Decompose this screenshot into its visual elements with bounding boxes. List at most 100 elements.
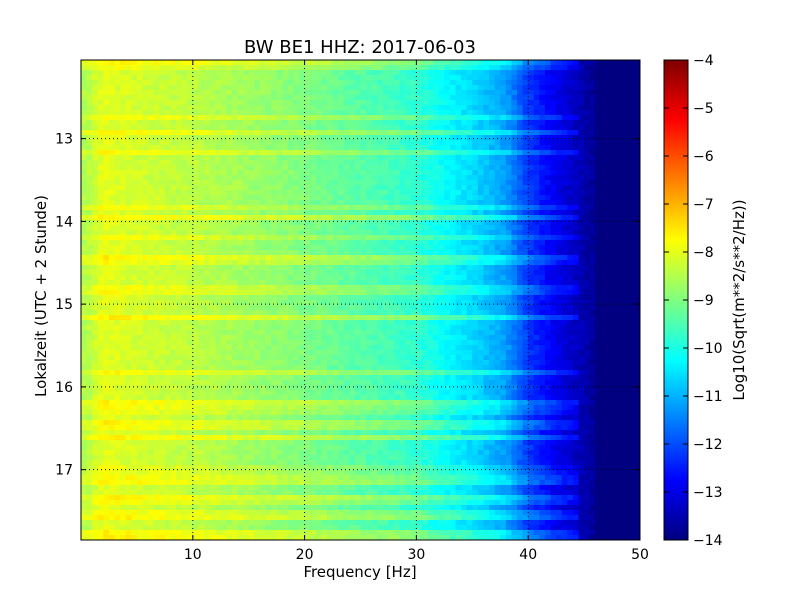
heatmap-cell xyxy=(634,130,640,136)
heatmap-cell xyxy=(254,290,261,296)
heatmap-cell xyxy=(265,215,272,221)
heatmap-cell xyxy=(231,100,239,106)
heatmap-cell xyxy=(181,105,188,111)
heatmap-cell xyxy=(489,275,496,281)
heatmap-cell xyxy=(170,65,177,71)
heatmap-cell xyxy=(444,200,451,206)
heatmap-cell xyxy=(237,80,244,86)
heatmap-cell xyxy=(388,110,395,116)
heatmap-cell xyxy=(153,170,160,176)
heatmap-cell xyxy=(371,300,378,306)
heatmap-cell xyxy=(153,250,160,256)
heatmap-cell xyxy=(220,260,227,266)
heatmap-cell xyxy=(326,145,334,151)
heatmap-cell xyxy=(81,270,88,276)
heatmap-cell xyxy=(198,305,205,311)
heatmap-cell xyxy=(315,225,322,231)
heatmap-cell xyxy=(489,205,496,211)
heatmap-cell xyxy=(304,300,311,306)
heatmap-cell xyxy=(276,225,283,231)
heatmap-cell xyxy=(366,140,373,146)
heatmap-cell xyxy=(148,170,155,176)
heatmap-cell xyxy=(500,165,507,171)
heatmap-cell xyxy=(92,220,99,226)
heatmap-cell xyxy=(181,100,188,106)
heatmap-cell xyxy=(293,295,300,301)
heatmap-cell xyxy=(494,285,501,291)
heatmap-cell xyxy=(388,195,395,201)
heatmap-cell xyxy=(505,305,513,311)
heatmap-cell xyxy=(472,200,479,206)
heatmap-cell xyxy=(410,260,417,266)
heatmap-cell xyxy=(371,185,378,191)
heatmap-cell xyxy=(343,305,350,311)
heatmap-cell xyxy=(338,85,345,91)
heatmap-cell xyxy=(164,110,172,116)
heatmap-cell xyxy=(539,185,546,191)
heatmap-cell xyxy=(220,215,227,221)
heatmap-cell xyxy=(505,280,513,286)
heatmap-cell xyxy=(489,170,496,176)
heatmap-cell xyxy=(405,80,412,86)
heatmap-cell xyxy=(377,260,384,266)
heatmap-cell xyxy=(176,305,183,311)
heatmap-cell xyxy=(142,115,149,121)
heatmap-cell xyxy=(371,105,378,111)
heatmap-cell xyxy=(589,80,596,86)
heatmap-cell xyxy=(321,100,328,106)
heatmap-cell xyxy=(271,225,278,231)
heatmap-cell xyxy=(164,305,172,311)
heatmap-cell xyxy=(589,180,596,186)
heatmap-cell xyxy=(410,220,417,226)
heatmap-cell xyxy=(81,115,88,121)
heatmap-cell xyxy=(388,200,395,206)
heatmap-cell xyxy=(433,265,440,271)
heatmap-cell xyxy=(299,240,306,246)
heatmap-cell xyxy=(572,300,580,306)
heatmap-cell xyxy=(203,70,211,76)
heatmap-cell xyxy=(338,170,345,176)
heatmap-cell xyxy=(388,270,395,276)
heatmap-cell xyxy=(159,210,166,216)
heatmap-cell xyxy=(220,115,227,121)
heatmap-cell xyxy=(366,75,373,81)
heatmap-cell xyxy=(287,275,295,281)
heatmap-cell xyxy=(584,295,591,301)
heatmap-cell xyxy=(612,120,619,126)
heatmap-cell xyxy=(198,135,205,141)
heatmap-cell xyxy=(377,280,384,286)
heatmap-cell xyxy=(511,255,518,261)
heatmap-cell xyxy=(226,255,233,261)
heatmap-cell xyxy=(343,110,350,116)
heatmap-cell xyxy=(282,95,289,101)
heatmap-cell xyxy=(153,130,160,136)
heatmap-cell xyxy=(226,75,233,81)
heatmap-cell xyxy=(131,245,138,251)
heatmap-cell xyxy=(231,80,239,86)
heatmap-cell xyxy=(243,235,250,241)
heatmap-cell xyxy=(265,235,272,241)
heatmap-cell xyxy=(556,110,563,116)
heatmap-cell xyxy=(321,230,328,236)
heatmap-cell xyxy=(517,290,524,296)
heatmap-cell xyxy=(539,260,546,266)
heatmap-cell xyxy=(142,60,149,66)
heatmap-cell xyxy=(153,60,160,66)
heatmap-cell xyxy=(617,205,624,211)
heatmap-cell xyxy=(354,125,362,131)
heatmap-cell xyxy=(282,125,289,131)
heatmap-cell xyxy=(394,210,401,216)
heatmap-cell xyxy=(567,180,574,186)
heatmap-cell xyxy=(198,255,205,261)
heatmap-cell xyxy=(360,240,367,246)
heatmap-cell xyxy=(259,180,267,186)
heatmap-cell xyxy=(500,260,507,266)
heatmap-cell xyxy=(293,280,300,286)
heatmap-cell xyxy=(472,180,479,186)
heatmap-cell xyxy=(131,75,138,81)
heatmap-cell xyxy=(265,130,272,136)
heatmap-cell xyxy=(282,75,289,81)
heatmap-cell xyxy=(103,95,110,101)
heatmap-cell xyxy=(310,145,317,151)
heatmap-cell xyxy=(606,65,613,71)
